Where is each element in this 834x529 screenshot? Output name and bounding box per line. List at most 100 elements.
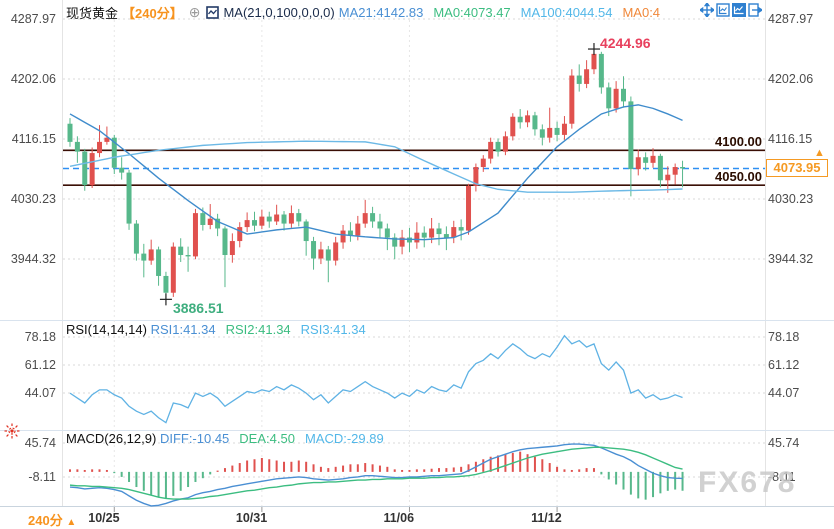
macd-values: DIFF:-10.45 DEA:4.50 MACD:-29.89 — [160, 431, 394, 446]
candle-body — [584, 69, 590, 84]
candle-body — [200, 213, 206, 225]
candle-body — [443, 234, 449, 238]
chart-style-icon[interactable] — [732, 3, 746, 17]
diff-line — [69, 443, 683, 507]
date-tick-label: 10/31 — [235, 511, 268, 525]
candle-body — [613, 88, 619, 109]
indicator-value: RSI2:41.34 — [225, 322, 291, 337]
go-to-latest-icon[interactable] — [748, 3, 764, 17]
candle-body — [156, 249, 162, 276]
candle-body — [621, 88, 626, 102]
add-indicator-icon[interactable]: ⊕ — [188, 4, 201, 20]
axis-tick-label: 78.18 — [768, 330, 800, 344]
candle-body — [259, 216, 265, 226]
candle-body — [288, 213, 294, 224]
axis-tick-label: 78.18 — [24, 330, 56, 344]
candle-body — [207, 218, 213, 225]
period-selector[interactable]: 240分 ▲ — [28, 513, 77, 528]
up-arrow-marker-icon: ▲ — [814, 147, 825, 160]
watermark-logo: FX678 — [698, 466, 797, 499]
candle-body — [657, 155, 663, 181]
candle-body — [539, 129, 545, 138]
axis-tick-label: 3944.32 — [10, 251, 56, 266]
candle-body — [510, 116, 516, 137]
candle-body — [421, 232, 427, 238]
ma-indicator-icon[interactable] — [206, 6, 220, 19]
candle-body — [133, 223, 139, 254]
indicator-value: MA100:4044.54 — [520, 5, 613, 20]
axis-tick-label: 4287.97 — [10, 12, 56, 26]
candle-body — [252, 220, 257, 226]
candle-body — [517, 116, 523, 123]
candle-body — [399, 237, 405, 247]
axis-tick-label: 61.12 — [24, 358, 56, 372]
date-tick-label: 11/12 — [531, 511, 562, 525]
fit-scale-icon[interactable] — [716, 3, 730, 17]
candle-body — [414, 232, 420, 243]
rsi-name: RSI(14,14,14) — [66, 322, 147, 337]
candle-body — [628, 101, 634, 170]
rsi-values: RSI1:41.34 RSI2:41.34 RSI3:41.34 — [151, 322, 376, 337]
ma21-line — [69, 104, 683, 241]
chart-toolbar — [698, 1, 764, 19]
hline-4100-label: 4100.00 — [715, 134, 762, 150]
candle-body — [119, 167, 125, 173]
candle-body — [384, 228, 390, 238]
axis-tick-label: 4116.15 — [11, 131, 56, 146]
axis-tick-label: 3944.32 — [768, 251, 814, 266]
axis-tick-label: 44.07 — [24, 386, 56, 400]
axis-tick-label: -8.11 — [768, 469, 796, 484]
candle-body — [296, 213, 302, 222]
indicator-value: MA0:4073.47 — [433, 5, 511, 20]
candle-body — [569, 75, 575, 124]
indicator-value: MACD:-29.89 — [304, 431, 384, 446]
axis-tick-label: 4202.06 — [768, 71, 814, 86]
period-label: 【240分】 — [122, 6, 183, 21]
axis-tick-label: 4202.06 — [10, 71, 56, 86]
axis-tick-label: 45.74 — [768, 436, 800, 450]
candle-body — [502, 136, 508, 152]
candle-body — [104, 137, 110, 142]
candle-body — [466, 185, 472, 231]
candle-body — [163, 275, 169, 293]
candle-body — [340, 230, 346, 243]
candle-body — [170, 246, 176, 293]
instrument-title: 现货黄金 — [66, 6, 119, 21]
candle-body — [458, 227, 464, 231]
candle-body — [532, 115, 538, 130]
candle-body — [244, 220, 250, 228]
candle-body — [229, 241, 235, 256]
candle-body — [362, 213, 368, 224]
ma100-line — [69, 140, 683, 193]
indicator-value: DIFF:-10.45 — [159, 431, 230, 446]
hline-4050-label: 4050.00 — [715, 169, 762, 185]
axis-tick-label: 4030.23 — [768, 191, 814, 206]
candle-body — [148, 249, 154, 261]
candle-body — [680, 167, 686, 169]
candle-body — [237, 227, 243, 242]
candle-body — [215, 218, 221, 229]
indicator-settings-icon[interactable] — [4, 423, 20, 444]
candle-body — [192, 213, 198, 257]
ma-values: MA21:4142.83 MA0:4073.47 MA100:4044.54 MA0:… — [339, 5, 670, 20]
pan-icon[interactable] — [698, 1, 716, 19]
axis-tick-label: -8.11 — [28, 469, 56, 484]
candle-body — [473, 167, 479, 186]
candle-body — [274, 214, 280, 222]
date-tick-label: 10/25 — [88, 511, 120, 525]
axis-tick-label: 4116.15 — [768, 131, 813, 146]
candle-body — [672, 167, 678, 175]
axis-tick-label: 4287.97 — [768, 12, 814, 26]
rsi-line — [69, 334, 683, 424]
indicator-value: MA21:4142.83 — [338, 5, 424, 20]
macd-header: MACD(26,12,9) DIFF:-10.45 DEA:4.50 MACD:-2… — [66, 431, 394, 446]
candle-body — [318, 249, 324, 259]
candle-body — [606, 87, 612, 109]
candle-body — [635, 157, 641, 170]
candle-body — [576, 75, 582, 84]
indicator-value: DEA:4.50 — [239, 431, 295, 446]
candle-body — [495, 141, 501, 152]
candle-body — [333, 242, 339, 261]
candle-body — [547, 127, 553, 138]
